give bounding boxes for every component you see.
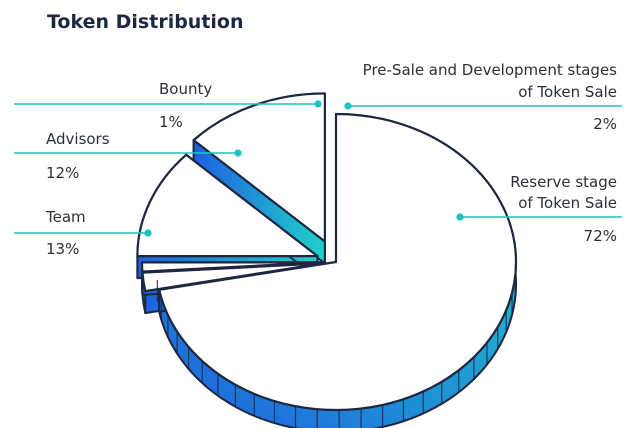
slice-label-reserve-line1: Reserve stage <box>510 173 617 191</box>
leader-team-dot <box>144 229 152 237</box>
slice-value-presale: 2% <box>593 115 617 133</box>
slice-4 <box>192 92 326 265</box>
slice-label-team: Team <box>46 208 86 226</box>
leader-presale-dot <box>344 102 352 110</box>
leader-advisors-dot <box>234 149 242 157</box>
slice-label-advisors: Advisors <box>46 130 110 148</box>
slice-face-4 <box>192 92 326 243</box>
slice-value-advisors: 12% <box>46 164 80 182</box>
page-title: Token Distribution <box>47 11 244 33</box>
slice-label-reserve-line2: of Token Sale <box>518 194 617 212</box>
slice-value-bounty: 1% <box>159 113 183 131</box>
slice-label-presale-line2: of Token Sale <box>518 83 617 101</box>
slice-label-bounty: Bounty <box>159 80 213 98</box>
slice-label-presale-line1: Pre-Sale and Development stages <box>362 61 617 79</box>
leader-reserve-dot <box>456 213 464 221</box>
slice-value-team: 13% <box>46 240 80 258</box>
leader-bounty-dot <box>314 100 322 108</box>
slice-face-3 <box>136 153 319 258</box>
slice-face-0 <box>158 112 518 412</box>
slice-0 <box>156 112 518 428</box>
slice-value-reserve: 72% <box>583 227 617 245</box>
